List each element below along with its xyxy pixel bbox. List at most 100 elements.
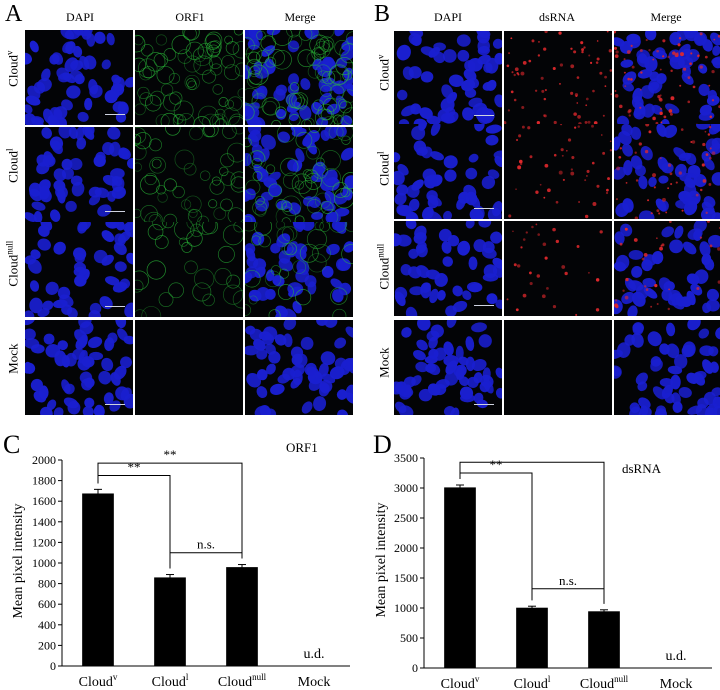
y-tick-label: 1000	[394, 601, 418, 615]
b-cell-r0-dapi	[394, 31, 502, 126]
y-tick-label: 0	[50, 659, 56, 673]
panel-b-row-label-cloudv: Cloudv	[375, 54, 392, 91]
panel-letter-a: A	[5, 1, 23, 27]
a-cell-r1-dapi	[25, 127, 133, 222]
y-tick-label: 800	[38, 577, 56, 591]
a-cell-r1-signal	[135, 127, 243, 222]
y-tick-label: 1000	[32, 556, 56, 570]
b-cell-r3-merge	[614, 320, 720, 415]
bar	[226, 567, 258, 666]
x-tick-label: Cloudv	[441, 674, 480, 690]
panel-a-row-label-cloudnull: Cloudnull	[4, 240, 21, 287]
panel-letter-c: C	[3, 430, 21, 459]
a-cell-r3-dapi	[25, 320, 133, 415]
chart-d-dsrna: Mean pixel intensity dsRNA 0 500 1000 1500 2…	[374, 451, 712, 690]
b-cell-r2-dapi	[394, 221, 502, 316]
y-tick-label: 2000	[32, 453, 56, 467]
y-tick-label: 1800	[32, 474, 56, 488]
panel-b-row-label-mock: Mock	[376, 347, 392, 378]
chart-d-title: dsRNA	[622, 461, 662, 476]
x-tick-label: Cloudnull	[218, 672, 267, 690]
a-cell-r2-signal	[135, 222, 243, 317]
panel-a-row-label-cloudl: Cloudl	[4, 148, 21, 183]
a-cell-r0-signal	[135, 30, 243, 125]
x-tick-label: Mock	[298, 675, 331, 690]
scale-bar	[474, 404, 494, 405]
scale-bar	[474, 305, 494, 306]
scale-bar	[474, 208, 494, 209]
significance-label: n.s.	[559, 573, 577, 588]
b-cell-r3-signal	[504, 320, 612, 415]
y-tick-label: 400	[38, 618, 56, 632]
a-cell-r3-merge	[245, 320, 353, 415]
chart-c-title: ORF1	[286, 440, 318, 455]
panel-b-col-merge: Merge	[650, 10, 682, 24]
y-tick-label: 2500	[394, 511, 418, 525]
significance-bracket	[169, 552, 243, 569]
y-tick-label: 500	[400, 631, 418, 645]
a-cell-r1-merge	[245, 127, 353, 222]
b-cell-r3-dapi	[394, 320, 502, 415]
scale-bar	[105, 306, 125, 307]
panel-a-row-label-cloudv: Cloudv	[4, 50, 21, 87]
scale-bar	[105, 114, 125, 115]
bar	[444, 487, 476, 668]
b-cell-r0-signal	[504, 31, 612, 126]
b-cell-r2-signal	[504, 221, 612, 316]
a-cell-r2-merge	[245, 222, 353, 317]
significance-label: n.s.	[197, 537, 215, 552]
a-cell-r0-merge	[245, 30, 353, 125]
y-tick-label: 2000	[394, 541, 418, 555]
y-tick-label: 3500	[394, 451, 418, 465]
b-cell-r1-merge	[614, 124, 720, 219]
y-tick-label: 200	[38, 638, 56, 652]
significance-label: **	[128, 459, 141, 474]
panel-a-col-orf1: ORF1	[175, 10, 205, 24]
panel-a-col-merge: Merge	[284, 10, 316, 24]
b-cell-r1-signal	[504, 124, 612, 219]
panel-b-col-dsrna: dsRNA	[538, 10, 575, 24]
significance-bracket	[531, 588, 605, 604]
bar	[588, 611, 620, 668]
a-cell-r0-dapi	[25, 30, 133, 125]
x-tick-label: Cloudv	[79, 672, 118, 690]
x-tick-label: Cloudl	[514, 674, 551, 690]
y-tick-label: 600	[38, 597, 56, 611]
y-tick-label: 0	[412, 661, 418, 675]
panel-b-row-label-cloudl: Cloudl	[375, 151, 392, 186]
bar	[154, 577, 186, 666]
value-label: u.d.	[666, 649, 687, 664]
significance-label: **	[490, 457, 503, 472]
y-tick-label: 1200	[32, 535, 56, 549]
significance-bracket	[459, 461, 605, 604]
panel-b-row-label-cloudnull: Cloudnull	[375, 243, 392, 290]
b-cell-r2-merge	[614, 221, 720, 316]
b-cell-r1-dapi	[394, 124, 502, 219]
significance-bracket	[97, 462, 243, 559]
panel-letter-b: B	[374, 1, 391, 27]
chart-d-ylabel: Mean pixel intensity	[374, 502, 389, 617]
scale-bar	[474, 115, 494, 116]
panel-b-col-dapi: DAPI	[433, 10, 462, 24]
scale-bar	[105, 404, 125, 405]
scale-bar	[105, 211, 125, 212]
y-tick-label: 3000	[394, 481, 418, 495]
panel-a-col-dapi: DAPI	[65, 10, 94, 24]
x-tick-label: Cloudl	[152, 672, 189, 690]
b-cell-r0-merge	[614, 31, 720, 126]
y-tick-label: 1600	[32, 494, 56, 508]
value-label: u.d.	[304, 647, 325, 662]
x-tick-label: Cloudnull	[580, 674, 629, 690]
a-cell-r3-signal	[135, 320, 243, 415]
x-tick-label: Mock	[660, 677, 693, 690]
panel-letter-d: D	[373, 430, 392, 459]
significance-label: **	[164, 447, 177, 462]
bar	[82, 493, 114, 666]
bar	[516, 607, 548, 668]
a-cell-r2-dapi	[25, 222, 133, 317]
chart-c-orf1: Mean pixel intensity ORF1 0 200 400 600 800 1…	[11, 440, 350, 690]
y-tick-label: 1500	[394, 571, 418, 585]
panel-a-row-label-mock: Mock	[5, 343, 21, 374]
chart-c-ylabel: Mean pixel intensity	[11, 503, 26, 618]
y-tick-label: 1400	[32, 515, 56, 529]
